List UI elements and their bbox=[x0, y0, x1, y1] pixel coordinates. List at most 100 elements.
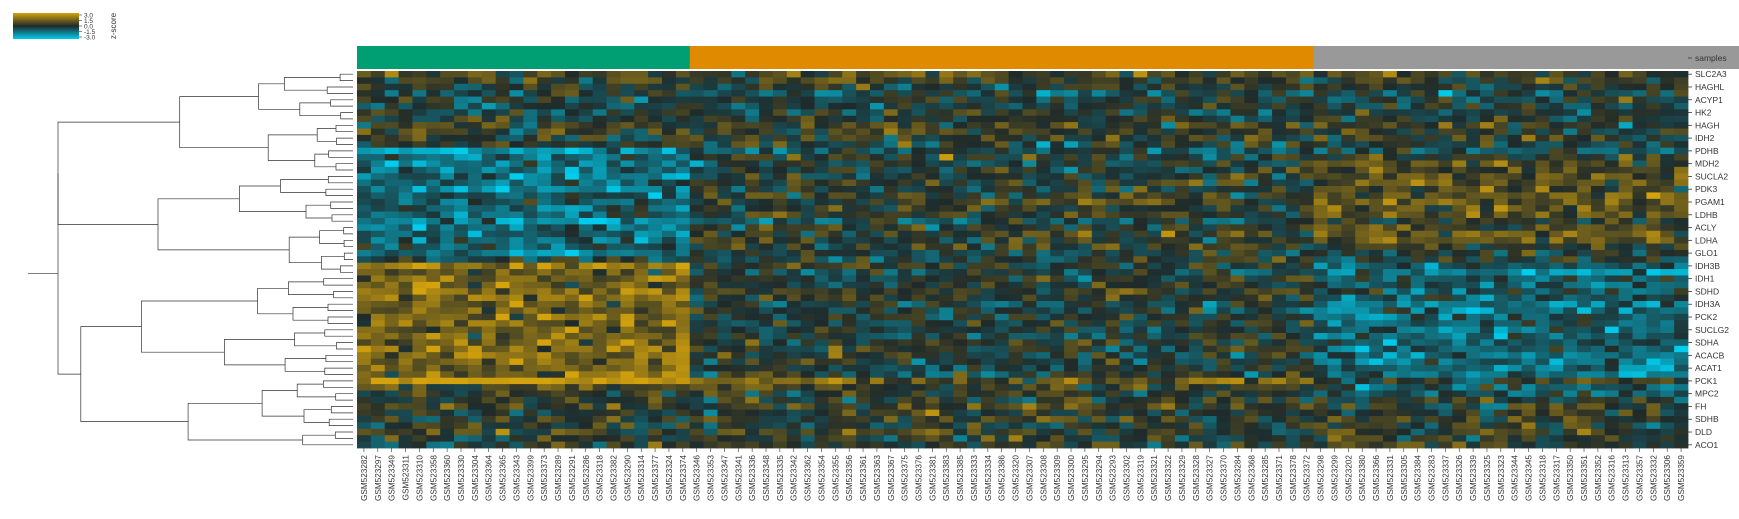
heatmap-cell bbox=[1120, 71, 1134, 78]
heatmap-cell bbox=[1078, 269, 1092, 276]
heatmap-cell bbox=[690, 327, 704, 334]
heatmap-cell bbox=[731, 148, 745, 155]
heatmap-cell bbox=[1646, 122, 1660, 129]
heatmap-cell bbox=[1189, 199, 1203, 206]
heatmap-cell bbox=[1133, 256, 1147, 263]
heatmap-cell bbox=[676, 384, 690, 391]
heatmap-cell bbox=[1078, 212, 1092, 219]
heatmap-cell bbox=[1397, 224, 1411, 231]
heatmap-cell bbox=[1522, 378, 1536, 385]
heatmap-cell bbox=[676, 135, 690, 142]
heatmap-cell bbox=[1466, 275, 1480, 282]
heatmap-cell bbox=[565, 397, 579, 404]
heatmap-cell bbox=[1508, 71, 1522, 78]
heatmap-cell bbox=[1161, 282, 1175, 289]
heatmap-cell bbox=[1050, 288, 1064, 295]
heatmap-cell bbox=[690, 160, 704, 167]
heatmap-cell bbox=[1494, 269, 1508, 276]
heatmap-cell bbox=[399, 97, 413, 104]
heatmap-cell bbox=[551, 71, 565, 78]
heatmap-cell bbox=[787, 295, 801, 302]
heatmap-cell bbox=[1452, 352, 1466, 359]
heatmap-cell bbox=[1535, 288, 1549, 295]
heatmap-cell bbox=[412, 199, 426, 206]
heatmap-cell bbox=[1244, 256, 1258, 263]
heatmap-cell bbox=[537, 371, 551, 378]
heatmap-cell bbox=[676, 218, 690, 225]
heatmap-cell bbox=[1563, 333, 1577, 340]
heatmap-cell bbox=[1452, 371, 1466, 378]
heatmap-cell bbox=[1161, 141, 1175, 148]
heatmap-cell bbox=[620, 295, 634, 302]
heatmap-cell bbox=[1355, 250, 1369, 257]
heatmap-cell bbox=[773, 263, 787, 270]
heatmap-cell bbox=[1161, 269, 1175, 276]
heatmap-cell bbox=[468, 288, 482, 295]
heatmap-cell bbox=[648, 160, 662, 167]
heatmap-cell bbox=[1147, 339, 1161, 346]
heatmap-cell bbox=[939, 129, 953, 136]
heatmap-cell bbox=[662, 352, 676, 359]
heatmap-cell bbox=[593, 135, 607, 142]
heatmap-cell bbox=[371, 365, 385, 372]
heatmap-cell bbox=[1147, 77, 1161, 84]
heatmap-cell bbox=[1064, 352, 1078, 359]
heatmap-cell bbox=[690, 295, 704, 302]
heatmap-cell bbox=[1369, 173, 1383, 180]
heatmap-cell bbox=[1161, 109, 1175, 116]
heatmap-cell bbox=[385, 359, 399, 366]
heatmap-cell bbox=[1494, 378, 1508, 385]
heatmap-cell bbox=[1300, 384, 1314, 391]
heatmap-cell bbox=[1674, 333, 1688, 340]
heatmap-cell bbox=[1217, 390, 1231, 397]
heatmap-cell bbox=[787, 84, 801, 91]
heatmap-cell bbox=[1633, 327, 1647, 334]
heatmap-cell bbox=[1286, 141, 1300, 148]
heatmap-cell bbox=[1064, 173, 1078, 180]
heatmap-cell bbox=[690, 122, 704, 129]
heatmap-cell bbox=[1355, 301, 1369, 308]
heatmap-cell bbox=[565, 250, 579, 257]
heatmap-cell bbox=[1203, 103, 1217, 110]
heatmap-cell bbox=[399, 231, 413, 238]
heatmap-cell bbox=[454, 231, 468, 238]
heatmap-cell bbox=[440, 275, 454, 282]
heatmap-cell bbox=[1535, 269, 1549, 276]
heatmap-cell bbox=[1230, 141, 1244, 148]
heatmap-cell bbox=[1314, 301, 1328, 308]
heatmap-cell bbox=[1286, 103, 1300, 110]
heatmap-cell bbox=[662, 275, 676, 282]
heatmap-cell bbox=[510, 346, 524, 353]
heatmap-cell bbox=[1050, 141, 1064, 148]
heatmap-cell bbox=[1258, 269, 1272, 276]
heatmap-cell bbox=[1244, 371, 1258, 378]
heatmap-cell bbox=[607, 116, 621, 123]
heatmap-cell bbox=[1438, 390, 1452, 397]
heatmap-cell bbox=[731, 90, 745, 97]
heatmap-cell bbox=[1314, 186, 1328, 193]
heatmap-cell bbox=[537, 307, 551, 314]
heatmap-cell bbox=[1646, 148, 1660, 155]
heatmap-cell bbox=[1494, 320, 1508, 327]
heatmap-cell bbox=[1244, 148, 1258, 155]
heatmap-cell bbox=[607, 224, 621, 231]
heatmap-cell bbox=[1133, 173, 1147, 180]
heatmap-cell bbox=[1341, 378, 1355, 385]
heatmap-cell bbox=[828, 237, 842, 244]
heatmap-cell bbox=[1438, 244, 1452, 251]
heatmap-cell bbox=[1619, 167, 1633, 174]
heatmap-cell bbox=[1605, 352, 1619, 359]
heatmap-cell bbox=[593, 244, 607, 251]
heatmap-cell bbox=[620, 301, 634, 308]
heatmap-cell bbox=[717, 141, 731, 148]
heatmap-cell bbox=[1355, 180, 1369, 187]
heatmap-cell bbox=[1050, 231, 1064, 238]
heatmap-cell bbox=[1355, 109, 1369, 116]
heatmap-cell bbox=[1674, 320, 1688, 327]
heatmap-cell bbox=[1161, 327, 1175, 334]
heatmap-cell bbox=[842, 212, 856, 219]
heatmap-cell bbox=[523, 218, 537, 225]
heatmap-cell bbox=[1522, 122, 1536, 129]
heatmap-cell bbox=[995, 301, 1009, 308]
heatmap-cell bbox=[620, 390, 634, 397]
